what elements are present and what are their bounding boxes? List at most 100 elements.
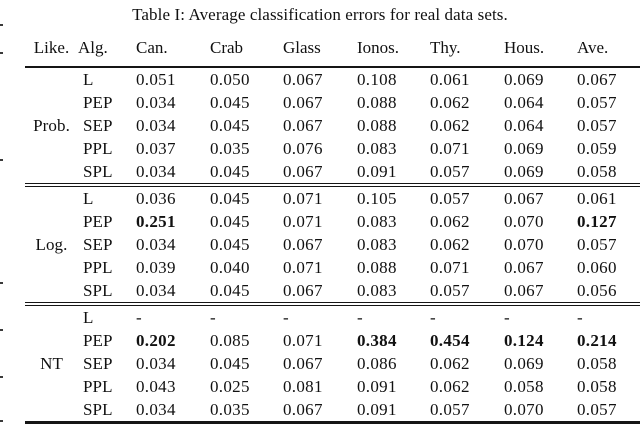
value-cell: 0.071 [430,139,470,158]
value-cell: 0.083 [357,212,397,231]
section-label-log: Log. [35,235,68,254]
table-row: SEP 0.034 0.045 0.067 0.083 0.062 0.070 … [25,233,640,256]
value-cell: 0.064 [504,116,544,135]
value-cell: 0.124 [504,331,544,350]
value-cell: 0.034 [136,162,176,181]
value-cell: 0.034 [136,281,176,300]
value-cell: 0.034 [136,400,176,419]
alg-cell: SPL [83,281,113,300]
value-cell: 0.086 [357,354,397,373]
alg-cell: PPL [83,258,113,277]
value-cell: 0.070 [504,212,544,231]
value-cell: 0.036 [136,189,176,208]
value-cell: 0.069 [504,354,544,373]
col-header-alg: Alg. [78,37,108,57]
value-cell: 0.067 [283,400,323,419]
value-cell: - [283,308,289,327]
section-prob: Prob. L 0.051 0.050 0.067 0.108 0.061 0.… [25,67,640,185]
value-cell: 0.045 [210,354,250,373]
value-cell: 0.076 [283,139,323,158]
value-cell: 0.057 [577,400,617,419]
value-cell: 0.071 [430,258,470,277]
value-cell: 0.067 [283,235,323,254]
value-cell: - [210,308,216,327]
col-header-ave: Ave. [577,37,609,57]
value-cell: 0.083 [357,235,397,254]
alg-cell: SPL [83,400,113,419]
table-row: PEP 0.034 0.045 0.067 0.088 0.062 0.064 … [25,91,640,114]
value-cell: 0.069 [504,139,544,158]
value-cell: 0.085 [210,331,250,350]
value-cell: 0.045 [210,212,250,231]
value-cell: 0.384 [357,331,397,350]
value-cell: 0.040 [210,258,250,277]
value-cell: 0.035 [210,139,250,158]
value-cell: 0.057 [430,400,470,419]
value-cell: - [357,308,363,327]
table-row: PPL 0.039 0.040 0.071 0.088 0.071 0.067 … [25,256,640,279]
value-cell: 0.088 [357,116,397,135]
value-cell: 0.202 [136,331,176,350]
value-cell: 0.071 [283,189,323,208]
value-cell: 0.062 [430,377,470,396]
value-cell: 0.108 [357,70,397,89]
value-cell: 0.088 [357,93,397,112]
col-header-ionos: Ionos. [357,37,400,57]
value-cell: 0.071 [283,212,323,231]
value-cell: 0.060 [577,258,617,277]
alg-cell: L [83,308,94,327]
alg-cell: SEP [83,116,113,135]
value-cell: 0.061 [430,70,470,89]
value-cell: 0.058 [577,354,617,373]
value-cell: 0.062 [430,93,470,112]
table-row: SPL 0.034 0.045 0.067 0.091 0.057 0.069 … [25,160,640,185]
alg-cell: PEP [83,212,113,231]
value-cell: 0.067 [504,258,544,277]
table-row: SEP 0.034 0.045 0.067 0.086 0.062 0.069 … [25,352,640,375]
value-cell: 0.056 [577,281,617,300]
value-cell: 0.069 [504,70,544,89]
value-cell: 0.081 [283,377,323,396]
value-cell: - [136,308,142,327]
value-cell: 0.057 [577,235,617,254]
value-cell: 0.061 [577,189,617,208]
results-table: Like. Alg. Can. Crab Glass Ionos. Thy. H… [25,33,640,424]
value-cell: 0.105 [357,189,397,208]
value-cell: 0.062 [430,116,470,135]
value-cell: 0.067 [283,70,323,89]
value-cell: 0.058 [577,377,617,396]
value-cell: 0.062 [430,212,470,231]
value-cell: 0.067 [283,354,323,373]
value-cell: 0.064 [504,93,544,112]
value-cell: 0.067 [283,162,323,181]
value-cell: 0.034 [136,235,176,254]
value-cell: 0.057 [577,116,617,135]
value-cell: 0.039 [136,258,176,277]
value-cell: 0.070 [504,400,544,419]
value-cell: 0.045 [210,93,250,112]
section-nt: NT L - - - - - - - PEP 0.202 0.085 0.071… [25,304,640,423]
value-cell: 0.251 [136,212,176,231]
value-cell: 0.035 [210,400,250,419]
value-cell: - [430,308,436,327]
table-row: PEP 0.202 0.085 0.071 0.384 0.454 0.124 … [25,329,640,352]
table-header-row: Like. Alg. Can. Crab Glass Ionos. Thy. H… [25,33,640,67]
value-cell: 0.057 [577,93,617,112]
value-cell: 0.088 [357,258,397,277]
value-cell: 0.050 [210,70,250,89]
value-cell: 0.034 [136,354,176,373]
value-cell: - [577,308,583,327]
table-row: SEP 0.034 0.045 0.067 0.088 0.062 0.064 … [25,114,640,137]
col-header-glass: Glass [283,37,321,57]
table-row: Prob. L 0.051 0.050 0.067 0.108 0.061 0.… [25,67,640,135]
table-row: SPL 0.034 0.035 0.067 0.091 0.057 0.070 … [25,398,640,423]
value-cell: 0.454 [430,331,470,350]
value-cell: 0.034 [136,116,176,135]
alg-cell: SEP [83,235,113,254]
value-cell: 0.045 [210,116,250,135]
value-cell: 0.067 [283,93,323,112]
alg-cell: PEP [83,331,113,350]
value-cell: 0.045 [210,281,250,300]
value-cell: 0.057 [430,281,470,300]
